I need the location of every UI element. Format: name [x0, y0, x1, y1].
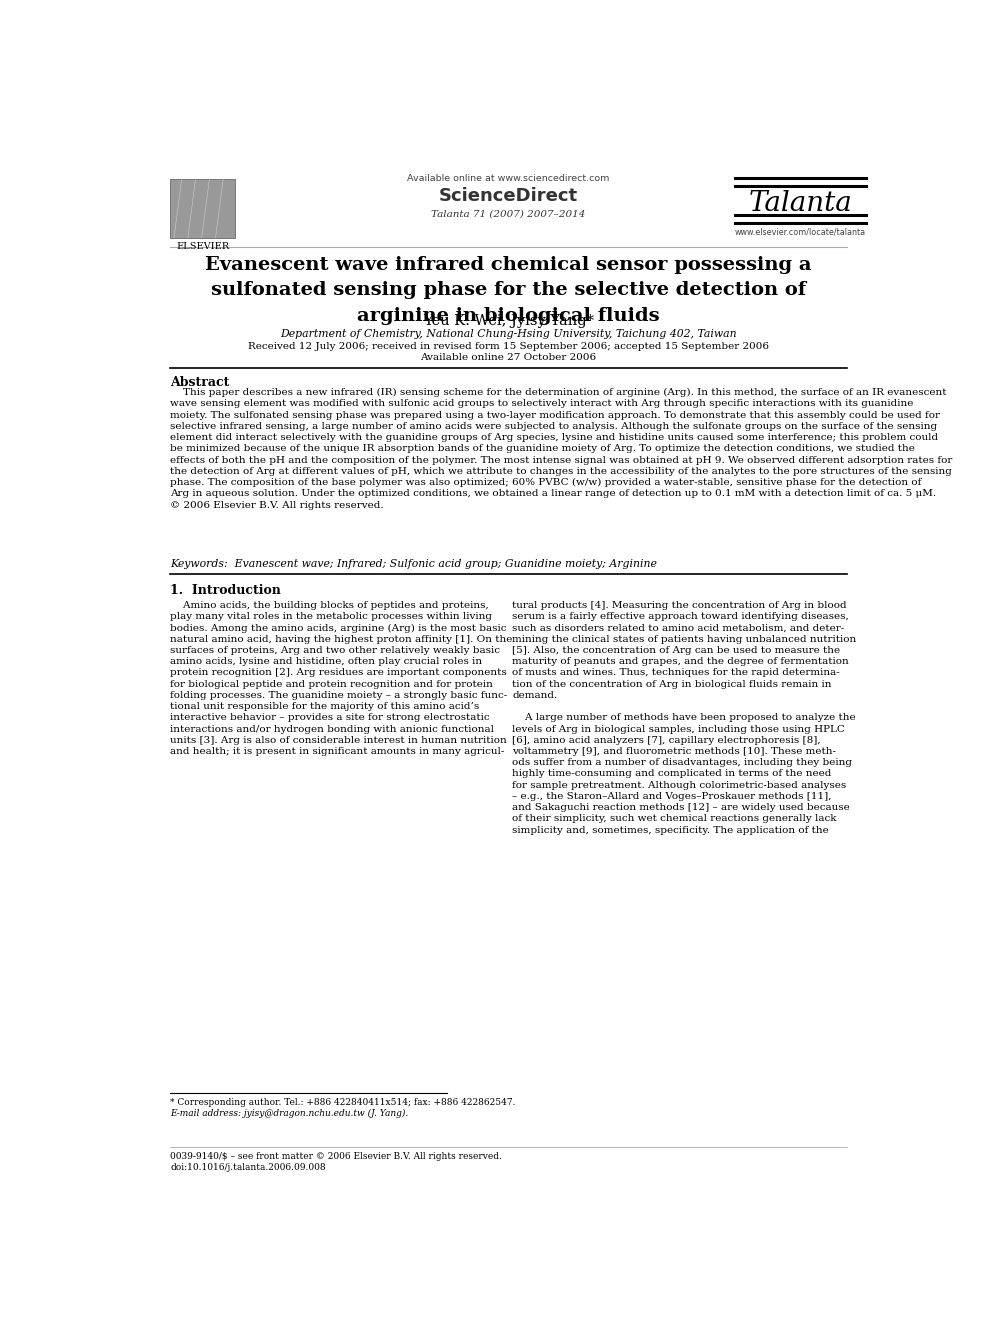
Text: Evanescent wave infrared chemical sensor possessing a
sulfonated sensing phase f: Evanescent wave infrared chemical sensor… — [205, 255, 811, 325]
Text: Talanta: Talanta — [749, 191, 852, 217]
Text: Amino acids, the building blocks of peptides and proteins,
play many vital roles: Amino acids, the building blocks of pept… — [171, 601, 513, 757]
Text: 0039-9140/$ – see front matter © 2006 Elsevier B.V. All rights reserved.: 0039-9140/$ – see front matter © 2006 El… — [171, 1152, 502, 1162]
Text: 1.  Introduction: 1. Introduction — [171, 583, 281, 597]
Text: Department of Chemistry, National Chung-Hsing University, Taichung 402, Taiwan: Department of Chemistry, National Chung-… — [280, 329, 737, 339]
Text: Available online at www.sciencedirect.com: Available online at www.sciencedirect.co… — [407, 175, 610, 183]
Text: Received 12 July 2006; received in revised form 15 September 2006; accepted 15 S: Received 12 July 2006; received in revis… — [248, 343, 769, 351]
Text: This paper describes a new infrared (IR) sensing scheme for the determination of: This paper describes a new infrared (IR)… — [171, 388, 952, 509]
Text: ELSEVIER: ELSEVIER — [177, 242, 229, 251]
Text: E-mail address: jyisy@dragon.nchu.edu.tw (J. Yang).: E-mail address: jyisy@dragon.nchu.edu.tw… — [171, 1109, 409, 1118]
Text: Available online 27 October 2006: Available online 27 October 2006 — [421, 353, 596, 363]
Text: * Corresponding author. Tel.: +886 422840411x514; fax: +886 422862547.: * Corresponding author. Tel.: +886 42284… — [171, 1098, 516, 1107]
Text: Talanta 71 (2007) 2007–2014: Talanta 71 (2007) 2007–2014 — [432, 209, 585, 218]
Bar — [171, 179, 235, 238]
Text: Abstract: Abstract — [171, 376, 229, 389]
Text: www.elsevier.com/locate/talanta: www.elsevier.com/locate/talanta — [735, 228, 866, 235]
Text: Yeu K. Wei, Jyisy Yang*: Yeu K. Wei, Jyisy Yang* — [423, 314, 594, 328]
Text: doi:10.1016/j.talanta.2006.09.008: doi:10.1016/j.talanta.2006.09.008 — [171, 1163, 325, 1172]
Text: tural products [4]. Measuring the concentration of Arg in blood
serum is a fairl: tural products [4]. Measuring the concen… — [512, 601, 856, 835]
Text: ScienceDirect: ScienceDirect — [438, 188, 578, 205]
Text: Keywords:  Evanescent wave; Infrared; Sulfonic acid group; Guanidine moiety; Arg: Keywords: Evanescent wave; Infrared; Sul… — [171, 560, 657, 569]
